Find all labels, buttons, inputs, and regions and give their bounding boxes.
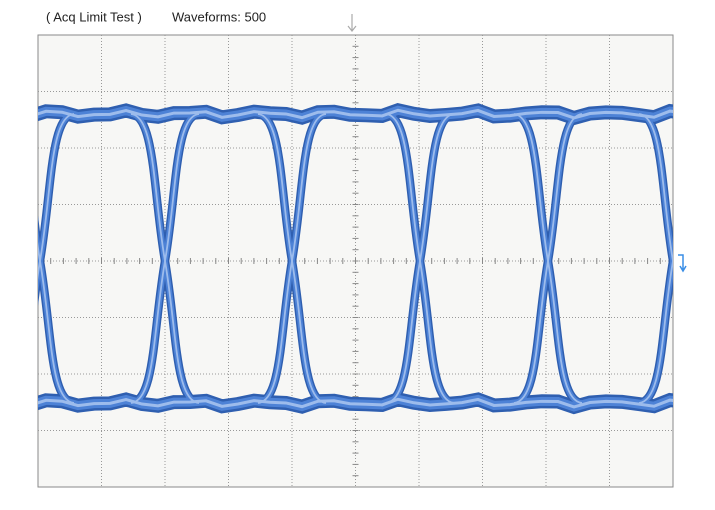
page: ( Acq Limit Test ) Waveforms: 500 (() =>… (0, 0, 715, 510)
waveform-count: Waveforms: 500 (172, 9, 266, 24)
trigger-position-marker (348, 14, 356, 31)
acq-mode: ( Acq Limit Test ) (46, 9, 142, 24)
scope-display: ( Acq Limit Test ) Waveforms: 500 (0, 0, 715, 510)
trigger-level-marker (678, 255, 686, 271)
